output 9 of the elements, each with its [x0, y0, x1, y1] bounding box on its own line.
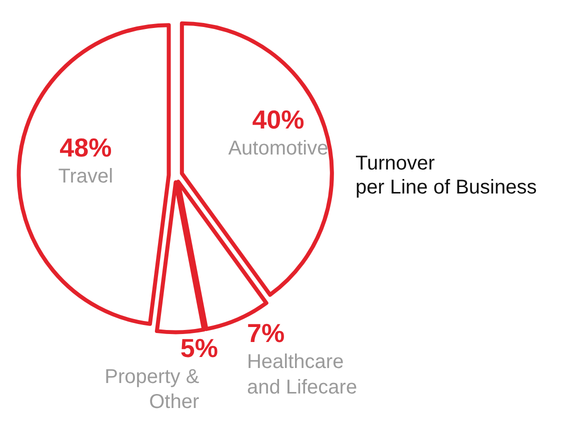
slice-label: Healthcare and Lifecare — [246, 351, 358, 398]
slice-label: Property & Other — [104, 366, 200, 414]
data-label: 40% — [252, 104, 304, 135]
data-label: 7% — [246, 318, 285, 348]
data-label: 48% — [60, 132, 112, 162]
slice-label: Automotive — [228, 138, 328, 160]
data-label: 5% — [180, 332, 218, 363]
text: Turnover per Line of Business — [356, 152, 537, 199]
slice-label: Travel — [58, 165, 114, 188]
